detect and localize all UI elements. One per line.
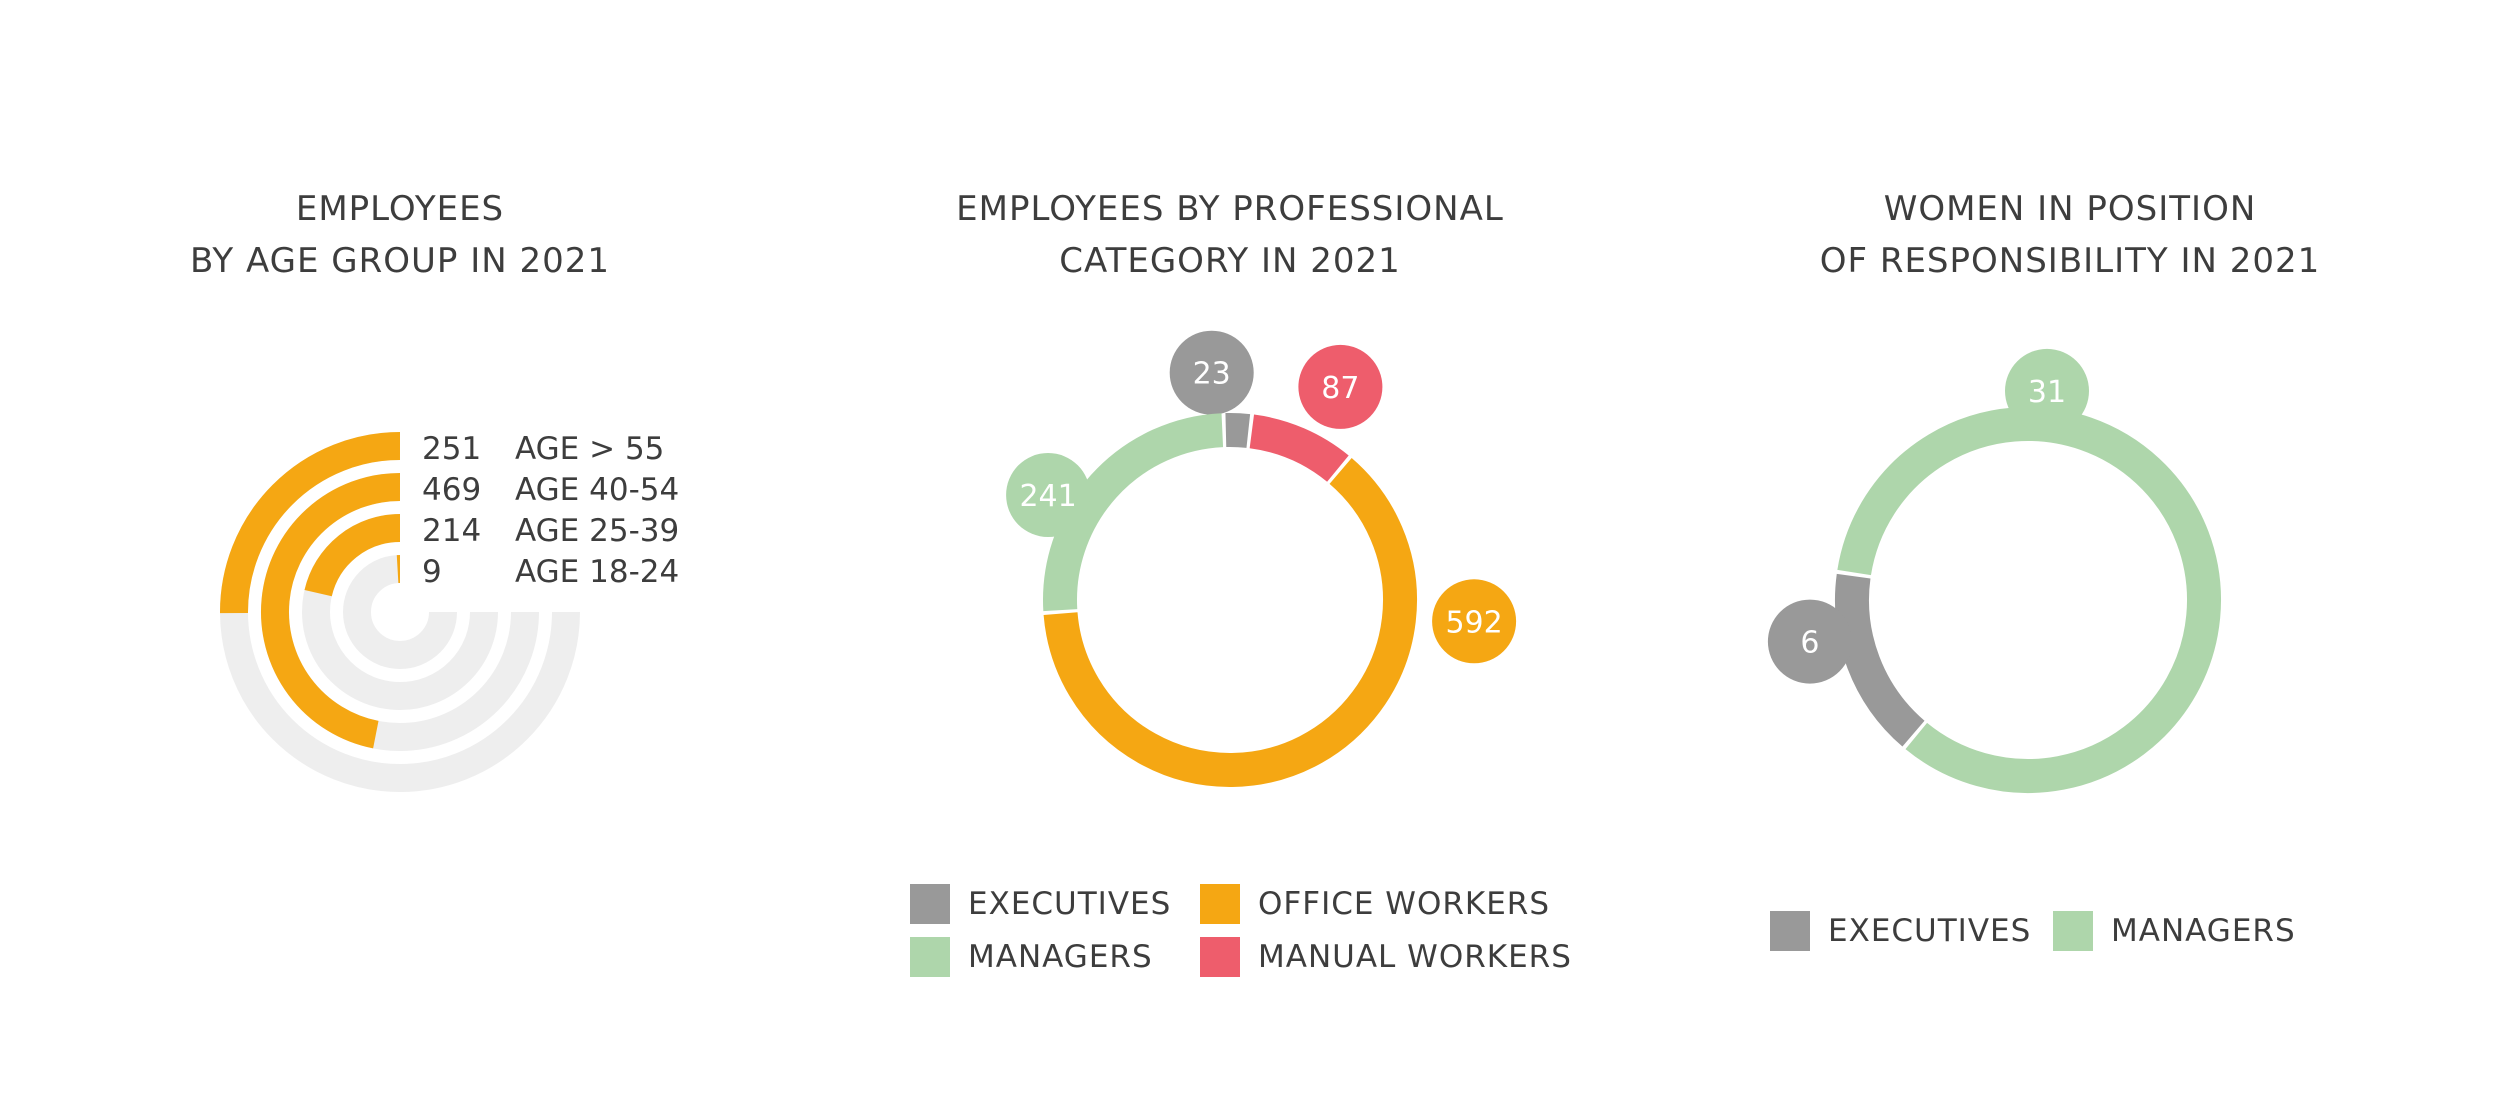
category-label: AGE > 55 — [515, 431, 664, 467]
value-label: 9 — [422, 554, 442, 590]
legend-swatch — [1770, 911, 1810, 951]
legend-item-office-workers: OFFICE WORKERS — [1200, 884, 1550, 924]
value-label: 23 — [1193, 357, 1231, 392]
value-label: 241 — [1019, 479, 1076, 514]
legend-swatch — [1200, 937, 1240, 977]
legend-swatch — [2053, 911, 2093, 951]
chart-title: EMPLOYEES BY AGE GROUP IN 2021 — [0, 183, 800, 287]
chart-professional-category: EMPLOYEES BY PROFESSIONAL CATEGORY IN 20… — [820, 0, 1640, 1112]
legend-swatch — [1200, 884, 1240, 924]
radial-bar-age-25-39 — [304, 514, 401, 597]
value-label: 6 — [1800, 626, 1819, 661]
chart-title: EMPLOYEES BY PROFESSIONAL CATEGORY IN 20… — [820, 183, 1640, 287]
slice-office-workers — [1043, 458, 1417, 787]
value-bubble-executives — [1169, 330, 1254, 415]
legend: EXECUTIVES OFFICE WORKERS MANAGERS MANUA… — [820, 0, 1640, 1112]
chart-age-group: EMPLOYEES BY AGE GROUP IN 2021 251 AGE > … — [0, 0, 800, 1112]
legend-item-manual-workers: MANUAL WORKERS — [1200, 937, 1572, 977]
legend-item-executives: EXECUTIVES — [1770, 911, 2031, 951]
legend-item-executives: EXECUTIVES — [910, 884, 1171, 924]
radial-track — [343, 555, 457, 669]
value-label: 469 — [422, 472, 481, 508]
donut-chart: 6 31 — [1767, 348, 2221, 793]
value-label: 87 — [1321, 371, 1359, 406]
title-line-1: EMPLOYEES — [295, 189, 505, 229]
slice-managers — [1837, 407, 2221, 793]
title-line-2: BY AGE GROUP IN 2021 — [189, 241, 611, 281]
chart-title: WOMEN IN POSITION OF RESPONSIBILITY IN 2… — [1670, 183, 2470, 287]
chart-women-responsibility: WOMEN IN POSITION OF RESPONSIBILITY IN 2… — [1680, 0, 2480, 1112]
legend-swatch — [910, 884, 950, 924]
radial-bar-age-40-54 — [261, 473, 401, 749]
title-line-1: EMPLOYEES BY PROFESSIONAL — [956, 189, 1504, 229]
legend-label: MANAGERS — [968, 939, 1153, 975]
value-bubble-managers — [1006, 453, 1091, 537]
radial-bar-chart: 251 AGE > 55 469 AGE 40-54 214 AGE 25-39 9 AGE … — [219, 431, 679, 792]
donut-chart: 23 87 592 241 — [1006, 330, 1517, 787]
legend-item-managers: MANAGERS — [2053, 911, 2296, 951]
legend-label: MANAGERS — [2111, 913, 2296, 949]
legend-label: OFFICE WORKERS — [1258, 886, 1551, 922]
slice-manual-workers — [1249, 414, 1349, 483]
legend-label: EXECUTIVES — [968, 886, 1172, 922]
value-label: 592 — [1445, 605, 1502, 640]
slice-executives — [1225, 413, 1251, 448]
legend: EXECUTIVES MANAGERS — [1680, 0, 2480, 1112]
value-bubble-executives — [1767, 599, 1852, 684]
legend-item-managers: MANAGERS — [910, 937, 1153, 977]
title-line-2: CATEGORY IN 2021 — [1059, 241, 1401, 281]
radial-bar-age-55 — [219, 432, 401, 614]
legend-label: EXECUTIVES — [1828, 913, 2032, 949]
value-label: 31 — [2028, 375, 2066, 410]
category-label: AGE 18-24 — [515, 554, 679, 590]
slice-managers — [1043, 413, 1224, 612]
legend-swatch — [910, 937, 950, 977]
slice-executives — [1835, 573, 1925, 747]
category-label: AGE 25-39 — [515, 513, 679, 549]
value-label: 214 — [422, 513, 481, 549]
value-bubble-office-workers — [1432, 579, 1517, 664]
value-label: 251 — [422, 431, 481, 467]
title-line-1: WOMEN IN POSITION — [1883, 189, 2257, 229]
title-line-2: OF RESPONSIBILITY IN 2021 — [1819, 241, 2321, 281]
value-bubble-manual-workers — [1298, 344, 1383, 429]
category-label: AGE 40-54 — [515, 472, 679, 508]
value-bubble-managers — [2005, 348, 2089, 433]
legend-label: MANUAL WORKERS — [1258, 939, 1572, 975]
